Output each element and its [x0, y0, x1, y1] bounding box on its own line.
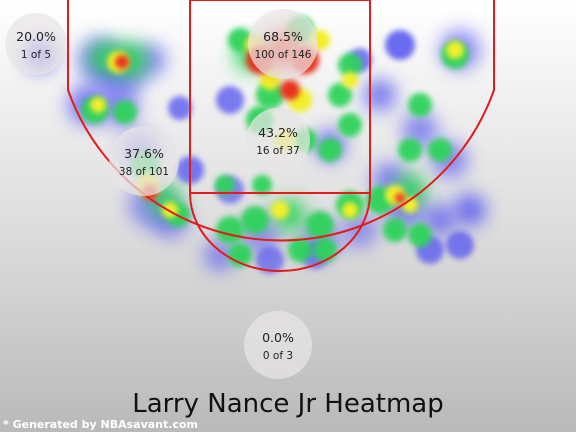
zone-made-attempted: 38 of 101: [119, 166, 169, 178]
court-lines: [67, 0, 495, 272]
zone-bubble: [109, 126, 179, 196]
zone-bubble: [244, 311, 312, 379]
heat-spot: [90, 97, 106, 113]
heat-spot: [288, 238, 312, 262]
heat-spot: [113, 100, 137, 124]
heat-spot: [215, 175, 235, 195]
zone-paint: 68.5% 100 of 146: [248, 9, 318, 79]
zone-mid-range: 43.2% 16 of 37: [246, 108, 310, 172]
zone-bubble: [248, 9, 318, 79]
heat-spot: [446, 231, 474, 259]
zone-made-attempted: 0 of 3: [263, 350, 293, 362]
heat-spot: [424, 204, 456, 236]
heat-spot: [383, 218, 407, 242]
zone-percentage: 20.0%: [16, 29, 56, 44]
free-throw-circle: [189, 192, 371, 272]
zone-percentage: 68.5%: [263, 29, 303, 44]
zone-bubble: [246, 108, 310, 172]
heat-spot: [216, 216, 244, 244]
heat-spot: [204, 239, 236, 271]
credit-text: * Generated by NBAsavant.com: [3, 418, 198, 431]
heat-spot: [168, 96, 192, 120]
heat-spot: [338, 113, 362, 137]
heat-spot: [162, 202, 178, 218]
zone-made-attempted: 1 of 5: [21, 49, 51, 61]
zone-percentage: 0.0%: [262, 330, 294, 345]
heat-spot: [256, 81, 284, 109]
heat-spot: [271, 201, 289, 219]
heat-spot: [408, 223, 432, 247]
paint-box: [189, 0, 371, 194]
heat-spot: [428, 138, 452, 162]
heat-spot: [385, 30, 415, 60]
heat-spot: [395, 193, 405, 203]
three-point-arc: [67, 0, 495, 242]
heat-spot: [446, 41, 464, 59]
heat-spot: [216, 86, 244, 114]
zone-made-attempted: 16 of 37: [256, 145, 300, 157]
heat-spot: [313, 238, 337, 262]
heat-spot: [115, 55, 129, 69]
heat-spot: [241, 206, 269, 234]
heat-spot: [364, 79, 396, 111]
zone-labels: 20.0% 1 of 5 68.5% 100 of 146 43.2% 16 of 37 3…: [5, 9, 318, 379]
heat-spot: [342, 72, 358, 88]
zone-backcourt: 0.0% 0 of 3: [244, 311, 312, 379]
heat-spot: [342, 202, 358, 218]
heat-spot: [454, 194, 486, 226]
zone-percentage: 43.2%: [258, 125, 298, 140]
zone-left-corner-three: 20.0% 1 of 5: [5, 13, 67, 75]
heat-spot: [402, 197, 418, 213]
heat-spot: [338, 53, 362, 77]
zone-left-wing: 37.6% 38 of 101: [109, 126, 179, 196]
zone-made-attempted: 100 of 146: [255, 49, 312, 61]
zone-bubble: [5, 13, 67, 75]
heat-spot: [328, 83, 352, 107]
heat-spot: [256, 246, 284, 274]
heat-spot: [280, 80, 300, 100]
heat-spot: [408, 93, 432, 117]
zone-percentage: 37.6%: [124, 146, 164, 161]
heat-spot: [398, 138, 422, 162]
heat-spot: [306, 211, 334, 239]
heat-spot: [252, 175, 272, 195]
heat-spot: [318, 138, 342, 162]
chart-title: Larry Nance Jr Heatmap: [132, 389, 443, 419]
